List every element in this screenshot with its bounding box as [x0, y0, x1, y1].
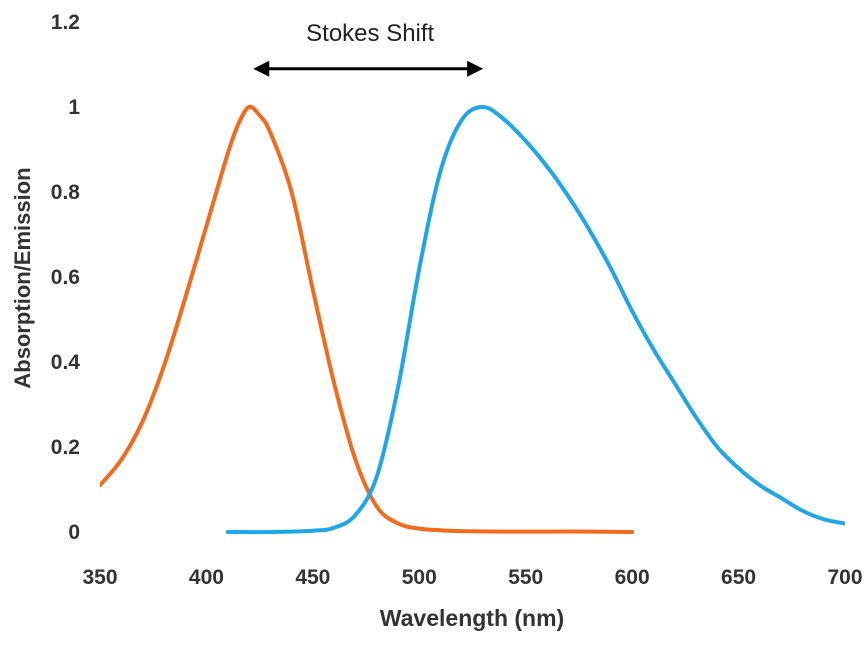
plot-area — [100, 104, 845, 535]
arrowhead-left-icon — [253, 60, 270, 77]
stokes-shift-label: Stokes Shift — [306, 20, 434, 47]
y-tick-label: 1 — [68, 96, 80, 119]
x-tick-label: 500 — [402, 566, 437, 589]
x-tick-label: 650 — [721, 566, 756, 589]
emission-curve — [225, 105, 845, 535]
arrowhead-right-icon — [467, 60, 484, 77]
x-tick-label: 700 — [827, 566, 862, 589]
x-tick-label: 350 — [82, 566, 117, 589]
x-axis-ticks: 350 400 450 500 550 600 650 700 — [82, 566, 862, 589]
y-axis-ticks: 0 0.2 0.4 0.6 0.8 1 1.2 — [51, 11, 81, 544]
y-tick-label: 0.4 — [51, 351, 81, 374]
x-tick-label: 550 — [508, 566, 543, 589]
x-tick-label: 400 — [189, 566, 224, 589]
x-tick-label: 450 — [295, 566, 330, 589]
x-tick-label: 600 — [615, 566, 650, 589]
y-tick-label: 0.2 — [51, 436, 80, 459]
y-tick-label: 0 — [68, 521, 80, 544]
absorption-curve — [100, 104, 635, 534]
x-axis-title: Wavelength (nm) — [380, 605, 564, 631]
y-tick-label: 0.6 — [51, 266, 80, 289]
y-tick-label: 0.8 — [51, 181, 81, 204]
y-tick-label: 1.2 — [51, 11, 80, 34]
stokes-shift-annotation: Stokes Shift — [253, 20, 484, 77]
y-axis-title: Absorption/Emission — [10, 167, 35, 388]
